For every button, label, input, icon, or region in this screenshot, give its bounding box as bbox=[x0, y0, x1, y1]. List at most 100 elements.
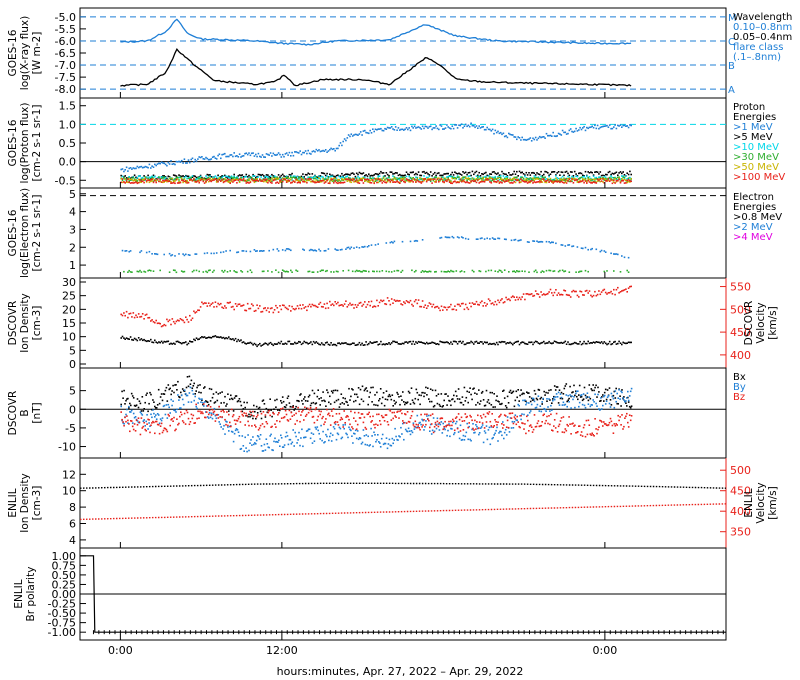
data-point bbox=[213, 179, 215, 181]
data-point bbox=[396, 269, 398, 272]
data-point bbox=[394, 341, 397, 343]
data-point bbox=[406, 430, 409, 433]
data-point bbox=[265, 421, 268, 423]
data-point bbox=[301, 411, 303, 413]
data-point bbox=[450, 127, 452, 130]
data-point bbox=[186, 180, 188, 182]
data-point bbox=[429, 125, 432, 128]
data-point bbox=[528, 138, 530, 140]
data-point bbox=[298, 179, 300, 182]
data-point bbox=[528, 411, 531, 414]
data-point bbox=[381, 177, 384, 180]
data-point bbox=[125, 413, 127, 416]
data-point bbox=[604, 251, 607, 253]
data-point bbox=[549, 342, 552, 344]
data-point bbox=[390, 241, 393, 243]
data-point bbox=[355, 306, 358, 308]
data-point bbox=[436, 343, 439, 345]
data-point bbox=[315, 181, 318, 184]
data-point bbox=[599, 126, 602, 129]
data-point bbox=[380, 437, 383, 440]
data-point bbox=[261, 173, 264, 176]
data-point bbox=[374, 244, 377, 246]
data-point bbox=[203, 252, 206, 255]
data-point bbox=[144, 425, 146, 427]
data-point bbox=[261, 270, 264, 273]
data-point bbox=[269, 175, 272, 177]
data-point bbox=[386, 343, 389, 345]
data-point bbox=[152, 180, 155, 182]
data-point bbox=[564, 171, 567, 173]
data-point bbox=[404, 179, 406, 181]
data-point bbox=[144, 165, 147, 168]
data-point bbox=[358, 437, 361, 439]
data-point bbox=[263, 425, 266, 428]
data-point bbox=[197, 309, 199, 311]
data-point bbox=[580, 247, 583, 249]
data-point bbox=[578, 172, 580, 175]
data-point bbox=[168, 343, 171, 345]
data-point bbox=[564, 245, 567, 247]
data-point bbox=[608, 177, 611, 180]
data-point bbox=[295, 342, 297, 345]
data-point bbox=[455, 270, 458, 272]
data-point bbox=[467, 124, 470, 127]
data-point bbox=[489, 176, 491, 178]
data-point bbox=[374, 178, 377, 180]
data-point bbox=[469, 387, 471, 389]
data-point bbox=[425, 171, 428, 174]
data-point bbox=[413, 402, 416, 405]
data-point bbox=[569, 296, 572, 298]
data-point bbox=[529, 341, 532, 344]
data-point bbox=[606, 396, 609, 398]
data-point bbox=[372, 445, 374, 448]
data-point bbox=[511, 391, 514, 394]
data-point bbox=[198, 180, 200, 182]
data-point bbox=[561, 269, 564, 272]
data-point bbox=[359, 270, 362, 273]
data-point bbox=[525, 403, 527, 406]
data-point bbox=[621, 180, 623, 182]
data-point bbox=[236, 420, 239, 422]
data-point bbox=[230, 397, 233, 400]
data-point bbox=[541, 294, 544, 296]
data-point bbox=[372, 270, 374, 273]
data-point bbox=[302, 178, 304, 181]
data-point bbox=[576, 246, 579, 248]
data-point bbox=[233, 432, 236, 435]
data-point bbox=[448, 306, 451, 308]
data-point bbox=[195, 253, 198, 255]
data-point bbox=[372, 386, 374, 389]
data-point bbox=[222, 181, 225, 184]
data-point bbox=[369, 179, 371, 182]
data-point bbox=[443, 425, 445, 428]
data-point bbox=[134, 416, 137, 418]
data-point bbox=[541, 176, 544, 178]
data-point bbox=[300, 343, 303, 346]
data-point bbox=[213, 410, 216, 413]
data-point bbox=[230, 175, 233, 177]
data-point bbox=[122, 421, 124, 423]
data-point bbox=[280, 308, 283, 311]
data-point bbox=[355, 393, 358, 396]
data-point bbox=[434, 271, 436, 273]
data-point bbox=[492, 406, 494, 408]
data-point bbox=[571, 171, 573, 173]
data-point bbox=[195, 311, 198, 313]
data-point bbox=[421, 125, 424, 128]
data-point bbox=[510, 174, 513, 176]
data-point bbox=[613, 390, 616, 393]
data-point bbox=[479, 127, 482, 129]
data-point bbox=[455, 416, 458, 418]
data-point bbox=[147, 166, 149, 169]
data-point bbox=[617, 253, 619, 256]
data-point bbox=[530, 140, 533, 142]
data-point bbox=[222, 180, 225, 183]
data-point bbox=[465, 416, 468, 419]
data-point bbox=[504, 405, 507, 407]
data-point bbox=[620, 405, 622, 407]
data-point bbox=[494, 181, 497, 183]
data-point bbox=[495, 429, 497, 432]
data-point bbox=[618, 125, 620, 127]
data-point bbox=[507, 402, 510, 404]
